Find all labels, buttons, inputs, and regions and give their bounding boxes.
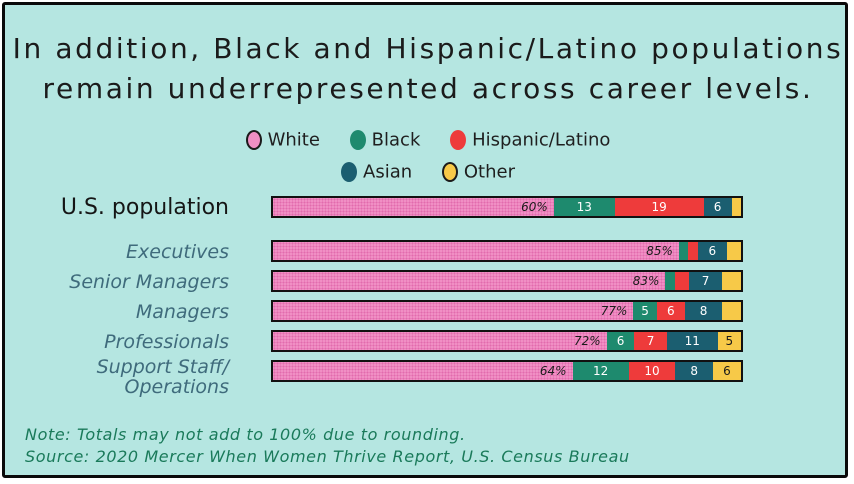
bar-row: 60% 13 19 6 [271, 196, 743, 218]
bar-segment-hispanic: 7 [634, 332, 667, 350]
data-label-black: 5 [641, 304, 649, 318]
bar-segment-white: 77% [273, 302, 634, 320]
bar-segment-hispanic [688, 242, 698, 260]
bar-segment-hispanic: 6 [656, 302, 685, 320]
legend-row-1: White Black Hispanic/Latino [5, 129, 851, 151]
data-label-asian: 8 [690, 364, 698, 378]
footnote: Note: Totals may not add to 100% due to … [25, 425, 466, 444]
data-label-other: 6 [723, 364, 731, 378]
legend-item-black: Black [349, 129, 421, 151]
bar-segment-other [726, 242, 741, 260]
bar-segment-black: 12 [572, 362, 629, 380]
bar-row: 77% 5 6 8 [271, 300, 743, 322]
bar-segment-white: 72% [273, 332, 607, 350]
bar-row: 83% 7 [271, 270, 743, 292]
bar-segment-other [722, 302, 741, 320]
bar-segment-black: 13 [553, 198, 615, 216]
legend-swatch-other [441, 162, 458, 183]
bar-segment-black [665, 272, 675, 290]
data-label-white: 64% [539, 364, 567, 378]
legend-swatch-asian [341, 162, 357, 183]
bar-row: 72% 6 7 11 5 [271, 330, 743, 352]
bar-segment-white: 60% [273, 198, 554, 216]
data-label-hispanic: 7 [646, 334, 655, 348]
row-label-managers: Managers [135, 301, 229, 323]
legend-item-other: Other [441, 161, 515, 183]
legend-label-hispanic: Hispanic/Latino [472, 129, 611, 151]
bar-segment-asian: 8 [675, 362, 713, 380]
bar-segment-black [678, 242, 689, 260]
bar-segment-hispanic: 10 [628, 362, 676, 380]
title-line-1: In addition, Black and Hispanic/Latino p… [12, 32, 844, 65]
data-label-black: 13 [576, 200, 592, 214]
legend-item-hispanic: Hispanic/Latino [450, 129, 610, 151]
chart-title: In addition, Black and Hispanic/Latino p… [5, 29, 851, 109]
bar-segment-asian: 7 [688, 272, 723, 290]
bar-row: 64% 12 10 8 6 [271, 360, 743, 382]
bar-segment-black: 5 [633, 302, 657, 320]
bar-segment-asian: 6 [703, 198, 732, 216]
row-label-professionals: Professionals [104, 331, 229, 353]
title-line-2: remain underrepresented across career le… [42, 72, 814, 105]
bar-segment-black: 6 [606, 332, 635, 350]
legend-swatch-white [245, 130, 262, 151]
data-label-white: 85% [646, 244, 673, 258]
data-label-other: 5 [725, 334, 734, 348]
bar-segment-other [731, 198, 741, 216]
data-label-hispanic: 19 [651, 200, 667, 214]
legend-swatch-black [349, 130, 366, 151]
bar-segment-asian: 6 [698, 242, 727, 260]
bar-segment-white: 64% [273, 362, 573, 380]
legend-row-2: Asian Other [5, 161, 851, 183]
bar-segment-hispanic [674, 272, 689, 290]
bar-segment-hispanic: 19 [614, 198, 704, 216]
data-label-asian: 6 [708, 244, 717, 258]
data-label-black: 6 [616, 334, 625, 348]
data-label-black: 12 [592, 364, 609, 378]
row-label-support-staff: Support Staff/ Operations [69, 357, 229, 397]
source-note: Source: 2020 Mercer When Women Thrive Re… [25, 447, 630, 466]
row-label-executives: Executives [126, 241, 229, 263]
bar-segment-asian: 11 [666, 332, 718, 350]
legend-swatch-hispanic [450, 130, 467, 151]
data-label-hispanic: 6 [666, 304, 675, 318]
bar-segment-other: 5 [717, 332, 741, 350]
data-label-white: 77% [600, 304, 628, 318]
legend-item-asian: Asian [341, 161, 412, 183]
legend-label-asian: Asian [363, 161, 413, 183]
data-label-asian: 8 [699, 304, 708, 318]
legend-item-white: White [245, 129, 320, 151]
legend-label-white: White [267, 129, 320, 151]
row-label-us-population: U.S. population [60, 195, 229, 220]
bar-segment-other [722, 272, 741, 290]
bar-segment-white: 85% [273, 242, 679, 260]
data-label-asian: 6 [713, 200, 722, 214]
infographic-card: In addition, Black and Hispanic/Latino p… [2, 2, 848, 478]
legend-label-other: Other [463, 161, 515, 183]
row-label-senior-managers: Senior Managers [69, 271, 229, 293]
data-label-white: 72% [573, 334, 601, 348]
data-label-hispanic: 10 [644, 364, 660, 378]
bar-row: 85% 6 [271, 240, 743, 262]
data-label-white: 60% [521, 200, 548, 214]
bar-segment-asian: 8 [684, 302, 723, 320]
row-label-support-staff-text: Support Staff/ Operations [96, 356, 229, 398]
bar-segment-white: 83% [273, 272, 666, 290]
data-label-asian: 7 [701, 274, 710, 288]
data-label-asian: 11 [684, 334, 700, 348]
data-label-white: 83% [632, 274, 660, 288]
legend-label-black: Black [371, 129, 421, 151]
bar-segment-other: 6 [712, 362, 741, 380]
